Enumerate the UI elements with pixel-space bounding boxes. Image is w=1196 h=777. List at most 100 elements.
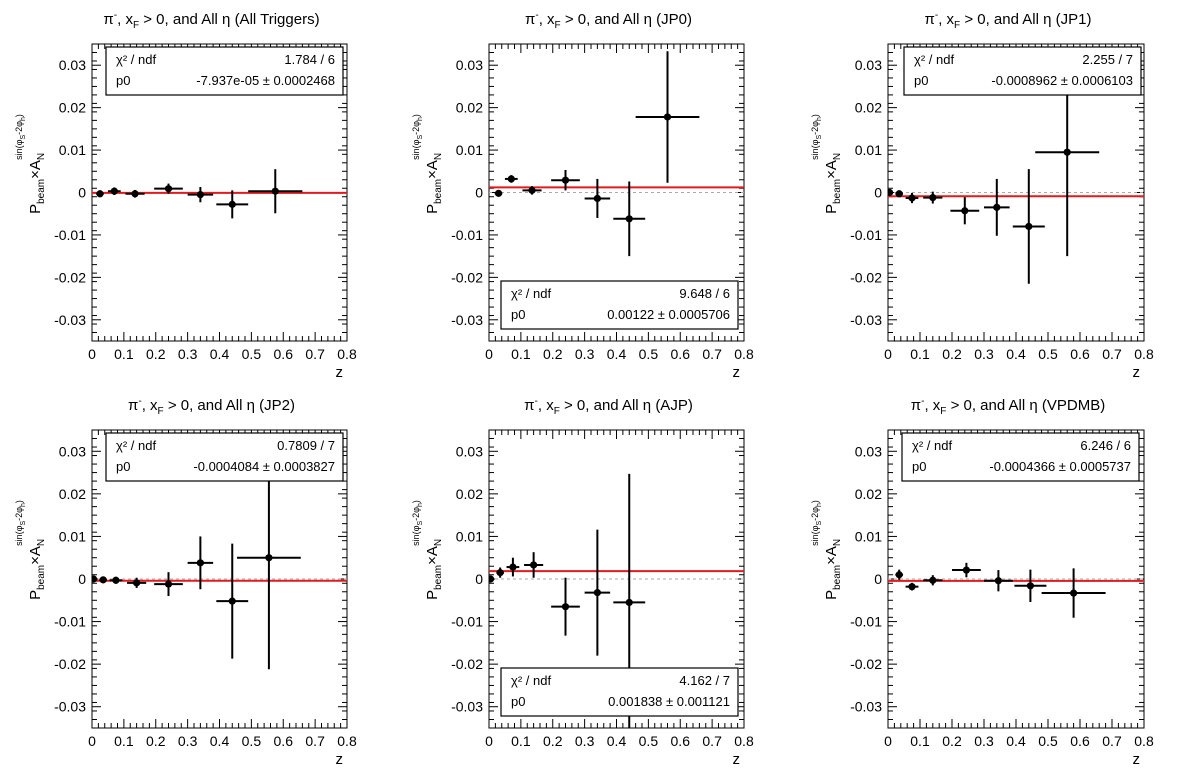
- x-tick-label: 0.5: [1038, 733, 1058, 749]
- data-point-1: [888, 188, 894, 197]
- point-marker: [164, 580, 173, 588]
- data-point-3: [109, 576, 123, 584]
- title-suffix: > 0, and All η (All Triggers): [139, 11, 320, 28]
- y-tick-label: 0.02: [59, 486, 86, 502]
- y-label-part: beam: [36, 565, 47, 590]
- y-label-part: ×A: [823, 160, 840, 179]
- point-marker: [593, 589, 601, 597]
- y-label-part: N: [36, 153, 47, 160]
- y-tick-label: 0: [874, 571, 882, 587]
- y-label-part: h: [20, 117, 27, 121]
- data-point-5: [984, 570, 1013, 592]
- y-tick-label: 0.01: [855, 142, 882, 158]
- x-tick-label: 0.3: [178, 346, 198, 362]
- y-tick-label: 0.02: [59, 100, 86, 116]
- y-tick-label: 0.03: [456, 57, 483, 73]
- point-marker: [625, 215, 633, 223]
- x-tick-label: 0.4: [210, 733, 230, 749]
- y-tick-label: 0.01: [456, 142, 483, 158]
- title-sub: F: [158, 406, 164, 417]
- title-sup: -: [138, 396, 141, 407]
- y-tick-label: 0.03: [59, 57, 86, 73]
- chart-panel-1: π-, xF > 0, and All η (All Triggers)-0.0…: [14, 10, 357, 381]
- y-tick-label: 0.01: [855, 528, 882, 544]
- data-point-7: [1041, 568, 1106, 618]
- point-marker: [888, 188, 894, 197]
- x-tick-label: 0.6: [1070, 346, 1090, 362]
- point-marker: [228, 597, 236, 605]
- data-point-6: [216, 190, 249, 219]
- y-label-part: sin(φ: [14, 525, 24, 546]
- data-point-6: [1014, 569, 1047, 602]
- x-tick-label: 0: [884, 346, 892, 362]
- title-sup: -: [921, 396, 924, 407]
- point-marker: [509, 563, 517, 571]
- y-label-part: S: [816, 135, 823, 140]
- chart-title: π-, xF > 0, and All η (JP0): [525, 10, 692, 31]
- point-marker: [625, 598, 633, 607]
- title-sub: F: [940, 406, 946, 417]
- point-marker: [663, 113, 672, 121]
- x-tick-label: 0.2: [146, 346, 166, 362]
- x-tick-label: 0.5: [1038, 346, 1058, 362]
- y-label-part: N: [433, 153, 444, 160]
- x-tick-label: 0: [884, 733, 892, 749]
- x-tick-label: 0.3: [178, 733, 198, 749]
- x-tick-label: 0.4: [1006, 346, 1026, 362]
- data-layer: [888, 562, 1144, 618]
- x-axis-label: z: [336, 751, 344, 768]
- data-point-7: [1012, 169, 1045, 284]
- data-point-7: [635, 51, 700, 183]
- point-marker: [962, 566, 971, 574]
- y-label-part: sin(φ: [14, 139, 24, 160]
- y-label-part: -2φ: [810, 507, 820, 521]
- title-suffix: > 0, and All η (AJP): [560, 397, 693, 414]
- data-layer: [92, 169, 347, 219]
- stats-box: χ² / ndf 1.784 / 6 p0 -7.937e-05 ± 0.000246…: [105, 46, 344, 96]
- x-tick-label: 0.7: [1102, 346, 1122, 362]
- stats-box: χ² / ndf 0.7809 / 7 p0 -0.0004084 ± 0.00038…: [105, 432, 344, 482]
- x-tick-label: 0.8: [337, 733, 357, 749]
- x-tick-label: 0.5: [242, 346, 262, 362]
- x-tick-label: 0.1: [114, 733, 134, 749]
- stats-label: p0: [116, 73, 130, 88]
- x-tick-label: 0.6: [671, 733, 691, 749]
- x-tick-label: 0: [485, 346, 493, 362]
- y-tick-label: -0.03: [54, 312, 86, 328]
- point-marker: [1063, 148, 1071, 156]
- y-tick-label: 0: [78, 571, 86, 587]
- data-point-5: [154, 572, 183, 597]
- title-mid: , x: [938, 11, 954, 28]
- y-label-part: ): [411, 500, 421, 503]
- data-point-5: [950, 197, 980, 225]
- point-marker: [908, 194, 916, 202]
- x-tick-label: 0.4: [607, 733, 627, 749]
- stats-value: 0.001838 ± 0.001121: [608, 694, 730, 709]
- y-label-part: ×A: [27, 546, 44, 565]
- x-tick-label: 0.5: [639, 346, 659, 362]
- y-label-part: sin(φ: [810, 525, 820, 546]
- data-point-4: [551, 170, 580, 191]
- data-point-1: [96, 190, 104, 198]
- data-point-1: [895, 569, 904, 580]
- stats-label: χ² / ndf: [511, 286, 551, 301]
- data-point-3: [923, 575, 943, 586]
- title-sup: -: [935, 10, 938, 21]
- y-label-part: N: [832, 539, 843, 546]
- y-label-part: ): [14, 500, 24, 503]
- point-marker: [133, 579, 141, 587]
- data-point-3: [506, 557, 520, 577]
- y-tick-label: 0.02: [456, 486, 483, 502]
- data-point-6: [984, 178, 1010, 236]
- y-label-part: beam: [832, 179, 843, 204]
- x-tick-label: 0.8: [1134, 733, 1154, 749]
- stats-value: 1.784 / 6: [284, 52, 335, 67]
- data-point-7: [216, 543, 249, 659]
- stats-frame: [500, 667, 739, 717]
- point-marker: [494, 189, 503, 197]
- title-prefix: π: [925, 11, 935, 28]
- stats-value: 9.648 / 6: [679, 286, 730, 301]
- y-axis-label: Pbeam×ANsin(φS-2φh): [810, 114, 843, 214]
- x-tick-label: 0: [485, 733, 493, 749]
